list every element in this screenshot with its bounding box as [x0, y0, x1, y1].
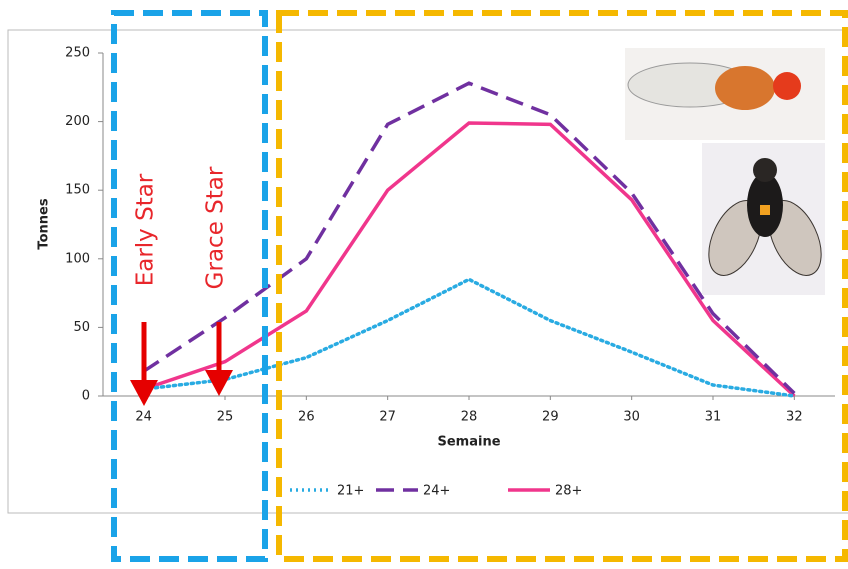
arrow [205, 322, 233, 396]
x-tick-label: 28 [461, 410, 478, 425]
y-tick-label: 250 [65, 46, 90, 61]
highlight-box-blue [111, 10, 268, 562]
annotation: Grace Star [203, 166, 229, 289]
y-tick-label: 200 [65, 114, 90, 129]
legend-label: 28+ [555, 484, 582, 499]
fly-photo-1 [625, 48, 825, 140]
x-tick-label: 24 [135, 410, 152, 425]
x-tick-label: 27 [379, 410, 396, 425]
fly-photo-2 [702, 143, 825, 295]
y-tick-label: 0 [82, 389, 90, 404]
x-tick-label: 31 [705, 410, 722, 425]
series-line [143, 121, 796, 398]
x-axis-label: Semaine [437, 435, 500, 450]
legend-label: 21+ [337, 484, 364, 499]
y-tick-label: 50 [73, 320, 90, 335]
x-tick-label: 30 [623, 410, 640, 425]
y-tick-label: 150 [65, 183, 90, 198]
x-tick-label: 25 [217, 410, 234, 425]
annotation: Early Star [133, 173, 159, 286]
legend-label: 24+ [423, 484, 450, 499]
series-line [142, 81, 796, 395]
arrow [130, 322, 158, 406]
series-line [141, 277, 797, 398]
x-tick-label: 32 [786, 410, 803, 425]
y-axis-label: Tonnes [37, 198, 52, 249]
highlight-box-orange [276, 10, 848, 562]
y-tick-label: 100 [65, 251, 90, 266]
x-tick-label: 26 [298, 410, 315, 425]
x-tick-label: 29 [542, 410, 559, 425]
